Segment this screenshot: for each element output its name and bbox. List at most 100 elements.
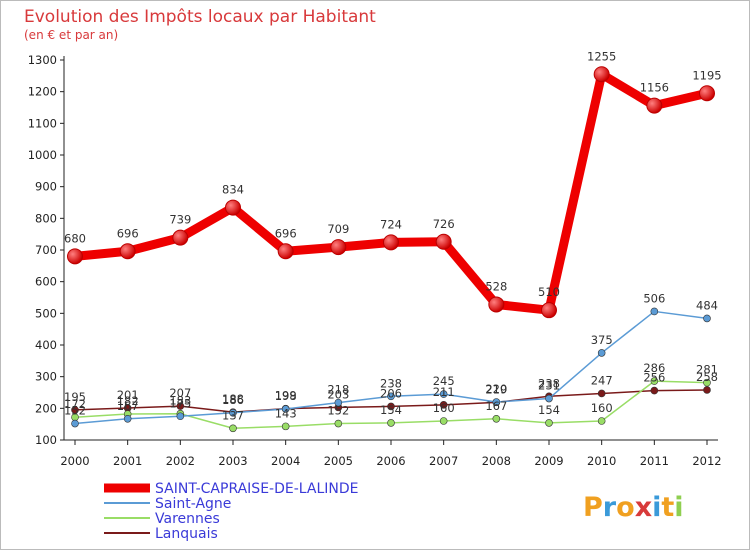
logo-letter: x <box>635 492 652 523</box>
data-point <box>383 234 399 251</box>
x-tick-label: 2011 <box>640 454 669 468</box>
x-tick-label: 2004 <box>271 454 300 468</box>
data-point <box>225 199 241 216</box>
legend-item-1: Saint-Agne <box>104 496 231 512</box>
data-label: 188 <box>222 392 244 406</box>
series-labels-3: 195 201 207 188 199 203 206 211 219 238 247 256 258 <box>64 370 718 406</box>
legend-item-3: Lanquais <box>104 526 218 542</box>
data-point <box>123 414 132 423</box>
data-label: 258 <box>696 370 718 384</box>
data-point <box>439 417 448 425</box>
data-point <box>277 243 294 260</box>
x-tick-label: 2009 <box>534 454 563 468</box>
data-label: 143 <box>275 406 297 420</box>
data-label: 506 <box>643 291 665 305</box>
series-labels-2: 172 182 183 137 143 152 154 160 167 154 160 286 281 <box>64 361 718 422</box>
data-label: 680 <box>64 231 86 245</box>
data-label: 724 <box>380 217 402 231</box>
y-tick-label: 600 <box>35 275 57 289</box>
data-point <box>334 419 343 428</box>
data-label: 154 <box>538 403 560 417</box>
data-label: 203 <box>327 387 349 401</box>
proxiti-logo: Proxiti <box>583 492 684 523</box>
data-point <box>387 402 395 411</box>
axes: 100 200 300 400 500 600 700 800 900 1000 1100 1200 1… <box>28 53 722 468</box>
x-tick-label: 2001 <box>113 454 142 468</box>
data-label: 256 <box>643 371 665 385</box>
logo-letter: i <box>674 492 683 523</box>
data-label: 510 <box>538 285 560 299</box>
data-label: 175 <box>169 396 191 410</box>
chart-title: Evolution des Impôts locaux par Habitant <box>24 7 376 27</box>
data-label: 182 <box>117 394 139 408</box>
data-point <box>597 349 606 357</box>
legend-item-2: Varennes <box>104 511 220 527</box>
data-label: 245 <box>433 374 455 388</box>
y-tick-label: 800 <box>35 211 57 225</box>
data-label: 160 <box>591 401 613 415</box>
data-point <box>71 419 79 428</box>
data-point <box>439 401 448 409</box>
logo-letter: P <box>583 492 603 523</box>
legend-label: SAINT-CAPRAISE-DE-LALINDE <box>155 481 359 497</box>
chart-subtitle: (en € et par an) <box>24 28 118 42</box>
data-point <box>176 412 185 421</box>
data-point <box>172 229 189 246</box>
y-tick-label: 1200 <box>28 85 57 99</box>
data-point <box>281 405 290 413</box>
legend-label: Saint-Agne <box>155 496 231 512</box>
data-label: 834 <box>222 183 244 197</box>
data-label: 709 <box>327 222 349 236</box>
y-tick-label: 100 <box>35 433 57 447</box>
y-tick-label: 1100 <box>28 116 57 130</box>
x-tick-label: 2000 <box>60 454 89 468</box>
data-point <box>488 296 505 313</box>
data-label: 484 <box>696 298 718 312</box>
data-label: 247 <box>591 373 613 387</box>
y-tick-label: 900 <box>35 180 57 194</box>
data-label: 218 <box>327 383 349 397</box>
data-label: 739 <box>169 213 191 227</box>
data-point <box>387 419 395 427</box>
x-tick-label: 2012 <box>692 454 721 468</box>
data-label: 152 <box>327 404 349 418</box>
y-tick-label: 200 <box>35 401 57 415</box>
logo-letter: r <box>603 492 617 523</box>
data-point <box>545 394 553 403</box>
data-point <box>119 243 136 260</box>
data-point <box>703 386 711 394</box>
data-point <box>650 386 659 395</box>
data-label: 211 <box>433 385 455 399</box>
data-point <box>492 414 501 423</box>
data-label: 206 <box>380 386 402 400</box>
x-tick-label: 2008 <box>482 454 511 468</box>
y-tick-label: 1000 <box>28 148 57 162</box>
data-label: 528 <box>485 279 507 293</box>
data-point <box>330 239 347 256</box>
data-label: 198 <box>275 389 297 403</box>
series-1 <box>71 307 711 428</box>
x-tick-label: 2005 <box>324 454 353 468</box>
y-tick-label: 300 <box>35 370 57 384</box>
data-point <box>699 85 715 102</box>
data-point <box>176 402 185 410</box>
data-point <box>597 417 606 425</box>
y-tick-label: 400 <box>35 338 57 352</box>
data-point <box>646 97 663 114</box>
data-label: 1195 <box>692 68 721 82</box>
series-layer: 195 201 207 188 199 203 206 211 219 238 247 256 2581… <box>64 49 722 433</box>
data-label: 201 <box>117 388 139 402</box>
data-label: 696 <box>117 226 139 240</box>
data-point <box>593 66 610 83</box>
logo-text: Proxiti <box>583 492 684 523</box>
data-label: 286 <box>643 361 665 375</box>
legend-item-0: SAINT-CAPRAISE-DE-LALINDE <box>104 481 359 497</box>
legend-label: Lanquais <box>155 526 218 542</box>
data-label: 696 <box>275 226 297 240</box>
data-point <box>650 307 659 316</box>
data-label: 167 <box>485 399 507 413</box>
y-tick-label: 700 <box>35 243 57 257</box>
series-0 <box>67 66 715 319</box>
